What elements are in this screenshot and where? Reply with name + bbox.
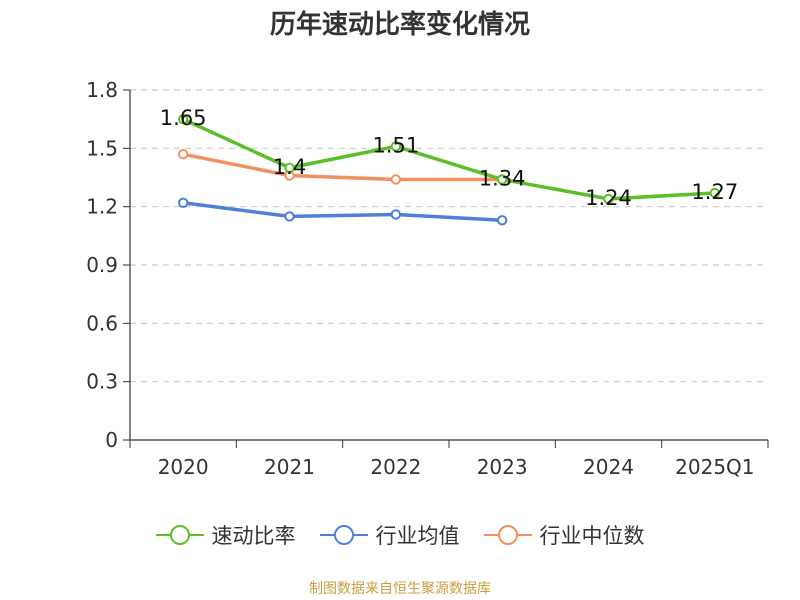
x-tick-label: 2021 [264, 455, 315, 479]
legend: 速动比率 行业均值 行业中位数 [0, 520, 800, 550]
y-tick-label: 1.8 [86, 78, 118, 102]
legend-item-industry-median[interactable]: 行业中位数 [483, 520, 645, 550]
series-point-0 [603, 193, 614, 205]
series-line-2 [181, 152, 504, 182]
legend-swatch-quick-ratio [155, 525, 204, 545]
data-label: 1.24 [585, 186, 632, 210]
source-note: 制图数据来自恒生聚源数据库 [309, 581, 491, 597]
y-tick-label: 0.6 [86, 311, 118, 335]
legend-item-industry-mean[interactable]: 行业均值 [319, 520, 460, 550]
legend-swatch-industry-mean [319, 525, 368, 545]
series-point-0 [177, 113, 189, 125]
y-tick-label: 0.3 [86, 370, 118, 394]
legend-label-industry-mean: 行业均值 [375, 524, 460, 548]
data-label: 1.34 [479, 166, 526, 190]
series-point-0 [709, 187, 721, 199]
series-point-2 [177, 148, 189, 160]
chart-title: 历年速动比率变化情况 [269, 10, 530, 40]
x-tick-label: 2024 [583, 455, 634, 479]
x-tick-label: 2025Q1 [675, 455, 754, 479]
series-point-0 [390, 141, 402, 152]
y-tick-label: 1.2 [86, 195, 118, 219]
y-tick-label: 1.5 [86, 136, 118, 160]
series-point-1 [496, 215, 508, 226]
series-point-0 [496, 174, 508, 185]
legend-item-quick-ratio[interactable]: 速动比率 [155, 520, 296, 550]
data-label: 1.51 [372, 133, 419, 157]
series-point-1 [284, 211, 295, 222]
series-point-0 [284, 162, 295, 173]
x-tick-label: 2022 [370, 455, 421, 479]
series-line-1 [181, 201, 504, 223]
legend-swatch-industry-median [483, 525, 532, 545]
data-label: 1.27 [691, 180, 738, 204]
series-point-1 [177, 197, 189, 208]
series-point-1 [390, 209, 402, 220]
x-tick-label: 2020 [158, 455, 209, 479]
x-tick-label: 2023 [477, 455, 528, 479]
series-point-2 [390, 174, 402, 185]
series-line-0 [181, 117, 717, 201]
legend-label-industry-median: 行业中位数 [539, 524, 645, 548]
legend-label-quick-ratio: 速动比率 [211, 524, 296, 548]
data-label: 1.4 [273, 155, 306, 179]
data-label: 1.65 [160, 106, 207, 130]
y-tick-label: 0.9 [86, 253, 118, 277]
y-tick-label: 0 [105, 428, 118, 452]
